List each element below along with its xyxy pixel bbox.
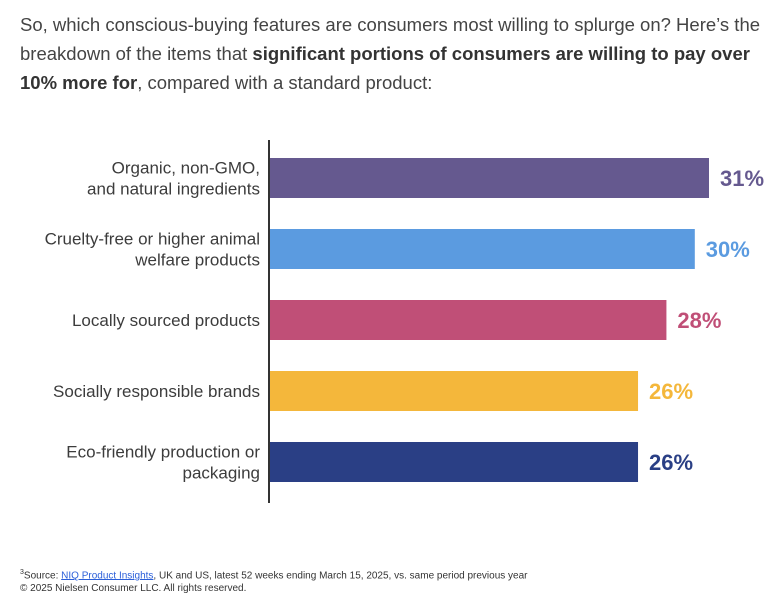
bar-4 xyxy=(269,442,639,482)
category-label-line: and natural ingredients xyxy=(87,180,260,199)
intro-part1: So, which conscious-buying features are … xyxy=(20,14,761,64)
category-label-0: Organic, non-GMO, and natural ingredients xyxy=(87,159,260,199)
category-label-2: Locally sourced products xyxy=(72,311,260,330)
source-note: 3Source: NIQ Product Insights, UK and US… xyxy=(20,566,528,582)
category-label-1: Cruelty-free or higher animal welfare pro… xyxy=(45,230,260,270)
source-details: , UK and US, latest 52 weeks ending Marc… xyxy=(153,570,528,582)
footer: 3Source: NIQ Product Insights, UK and US… xyxy=(20,566,528,595)
category-label-3: Socially responsible brands xyxy=(53,382,260,401)
bar-1 xyxy=(269,229,695,269)
value-label-3: 26% xyxy=(649,379,693,404)
source-prefix: Source: xyxy=(23,570,62,582)
bar-2 xyxy=(269,300,667,340)
footnote-number: 3 xyxy=(20,569,24,576)
category-label-line: Cruelty-free or higher animal xyxy=(45,230,260,249)
category-label-line: Locally sourced products xyxy=(72,311,260,330)
value-label-2: 28% xyxy=(677,308,721,333)
bars-group: 31% Organic, non-GMO, and natural ingredie… xyxy=(45,158,764,483)
bar-3 xyxy=(269,371,639,411)
category-label-line: welfare products xyxy=(134,251,260,270)
category-label-4: Eco-friendly production or packaging xyxy=(66,443,260,483)
bar-chart: 31% Organic, non-GMO, and natural ingredie… xyxy=(45,140,764,503)
intro-bold: significant portions of consumers are wi… xyxy=(20,43,750,93)
category-label-line: Socially responsible brands xyxy=(53,382,260,401)
intro-part2: , compared with a standard product: xyxy=(137,72,433,93)
value-label-1: 30% xyxy=(706,237,750,262)
value-label-0: 31% xyxy=(720,166,764,191)
copyright: © 2025 Nielsen Consumer LLC. All rights … xyxy=(20,583,247,595)
intro-text: So, which conscious-buying features are … xyxy=(20,10,770,97)
bar-0 xyxy=(269,158,709,198)
category-label-line: Organic, non-GMO, xyxy=(112,159,260,178)
category-label-line: Eco-friendly production or xyxy=(66,443,260,462)
value-label-4: 26% xyxy=(649,450,693,475)
category-label-line: packaging xyxy=(182,464,260,483)
source-link[interactable]: NIQ Product Insights xyxy=(61,570,154,582)
